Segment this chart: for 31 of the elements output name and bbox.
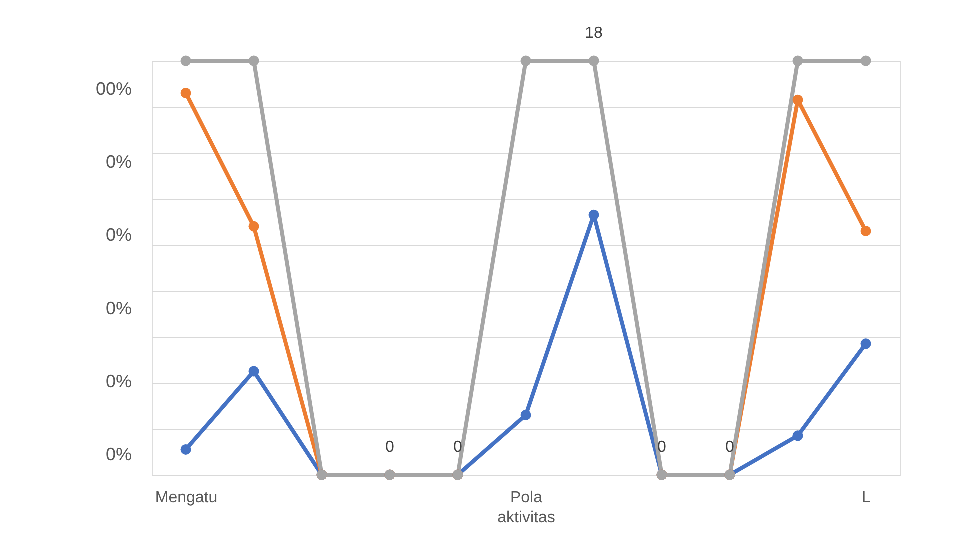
point	[180, 444, 192, 455]
point	[860, 338, 872, 350]
data-label: 18	[585, 25, 603, 42]
data-label: 0	[454, 439, 463, 456]
point	[248, 221, 260, 232]
point	[588, 56, 600, 66]
point	[860, 226, 872, 236]
point	[792, 94, 804, 106]
point	[520, 56, 532, 66]
point	[520, 410, 532, 420]
text: 0%	[106, 152, 132, 172]
x-tick-label: L	[862, 490, 872, 506]
data-label: 0	[658, 439, 667, 456]
point	[180, 56, 192, 66]
text: 0%	[106, 371, 132, 392]
text: 0%	[106, 225, 132, 246]
point	[248, 56, 260, 66]
text: 00%	[96, 79, 132, 99]
x-tick-label: Pola	[510, 490, 543, 506]
text: 0%	[106, 298, 132, 318]
data-label: 0	[386, 439, 395, 456]
point	[180, 88, 192, 98]
point	[792, 430, 804, 442]
point	[588, 210, 600, 220]
point	[248, 366, 260, 377]
data-label: 0	[726, 439, 735, 456]
point	[860, 56, 872, 66]
text: 0%	[106, 444, 132, 464]
point	[792, 56, 804, 66]
x-tick-label: Mengatu	[155, 490, 218, 506]
x-axis-title: aktivitas	[498, 510, 556, 526]
